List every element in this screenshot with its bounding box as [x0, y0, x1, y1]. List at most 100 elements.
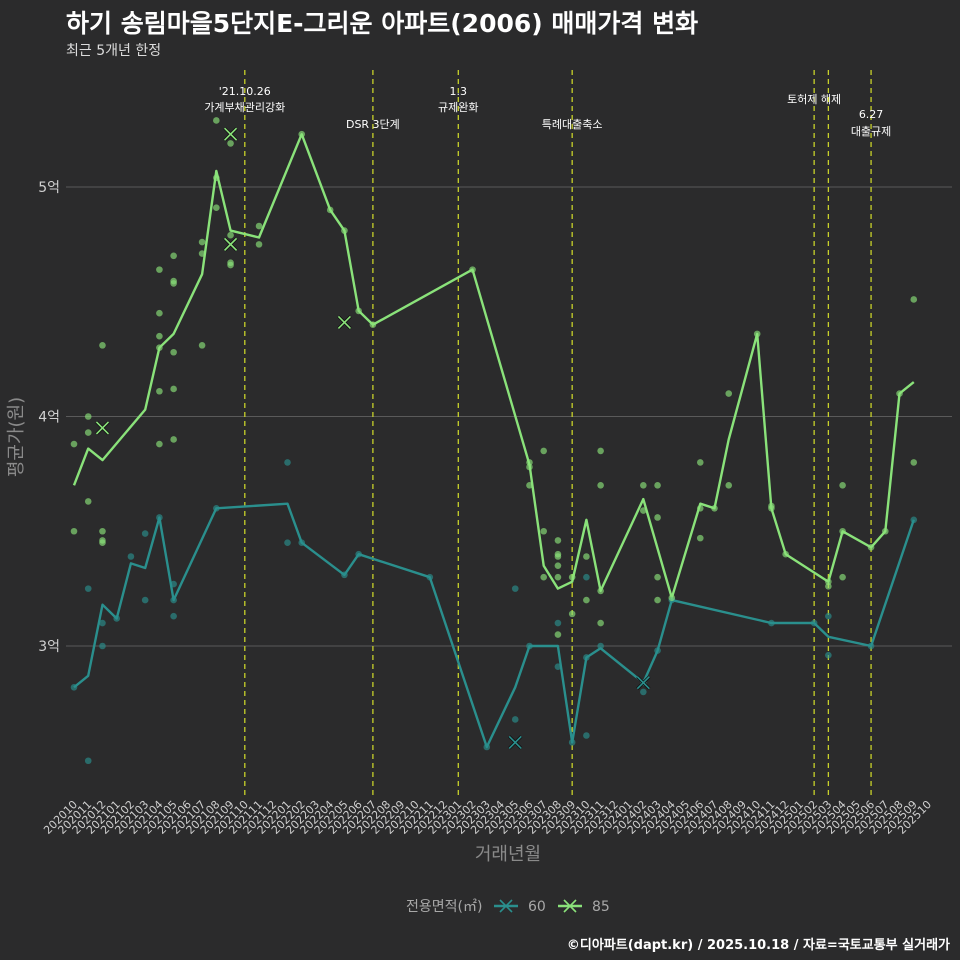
event-label: 특례대출축소 [542, 118, 603, 131]
data-point-85 [341, 227, 348, 234]
legend-label-60: 60 [528, 899, 546, 915]
data-point-85 [298, 130, 306, 138]
legend: 전용면적(㎡) 60 85 [406, 899, 610, 915]
data-point-60 [70, 684, 78, 691]
event-label: DSR 3단계 [346, 118, 400, 131]
data-point-60 [511, 585, 519, 592]
data-point-60 [583, 732, 590, 739]
data-point-85 [554, 553, 562, 560]
data-point-60 [213, 505, 220, 512]
data-point-85 [156, 332, 163, 340]
data-point-85 [255, 241, 263, 248]
data-point-85 [583, 596, 590, 604]
data-point-85 [469, 266, 476, 273]
cancel-marker-60 [508, 735, 522, 749]
data-point-60 [554, 663, 562, 670]
event-label: 토허제 해제 [787, 92, 841, 106]
data-point-85 [227, 140, 234, 147]
data-point-85 [668, 594, 676, 602]
legend-item-60: 60 [494, 899, 546, 915]
data-point-85 [198, 238, 206, 246]
data-point-85 [156, 344, 163, 351]
y-tick-label: 4억 [38, 410, 60, 426]
data-point-85 [84, 498, 92, 505]
data-point-60 [84, 757, 92, 765]
data-point-85 [369, 321, 377, 329]
data-point-85 [882, 527, 889, 535]
chart-title: 하기 송림마을5단지E-그리운 아파트(2006) 매매가격 변화 [66, 9, 699, 38]
data-point-60 [84, 585, 92, 592]
data-point-85 [70, 440, 78, 448]
data-point-85 [568, 573, 576, 581]
data-point-85 [640, 507, 647, 514]
data-point-85 [170, 436, 177, 443]
data-point-85 [825, 583, 832, 590]
data-point-85 [84, 429, 92, 436]
data-point-60 [284, 539, 291, 547]
data-point-85 [696, 534, 704, 542]
data-point-60 [99, 619, 106, 627]
x-axis-label: 거래년월 [475, 844, 541, 865]
data-point-60 [127, 553, 135, 560]
data-point-85 [782, 550, 789, 558]
data-point-85 [696, 505, 704, 512]
data-point-85 [640, 482, 647, 489]
chart-subtitle: 최근 5개년 한정 [66, 43, 162, 59]
event-label: 1.3 [450, 85, 468, 98]
data-point-85 [540, 447, 547, 455]
legend-title: 전용면적(㎡) [406, 899, 482, 915]
y-tick-label: 5억 [38, 180, 60, 196]
data-point-60 [170, 580, 177, 588]
data-point-85 [568, 610, 576, 618]
cancel-marker-85 [95, 421, 110, 435]
event-label: 규제완화 [438, 101, 478, 114]
data-point-85 [696, 459, 704, 466]
credit-text: ©디아파트(dapt.kr) / 2025.10.18 / 자료=국토교통부 실… [566, 938, 950, 953]
data-point-85 [170, 252, 177, 260]
data-point-85 [213, 117, 220, 124]
data-point-85 [867, 544, 875, 551]
data-point-85 [213, 174, 220, 182]
y-tick-label: 3억 [38, 639, 60, 655]
data-point-60 [597, 642, 604, 650]
data-point-85 [654, 514, 661, 521]
event-label: 가계부채관리강화 [204, 101, 285, 114]
data-point-60 [426, 573, 434, 581]
event-label: 6.27 [859, 108, 884, 121]
data-point-60 [554, 619, 562, 627]
data-point-85 [213, 204, 220, 211]
cancel-marker-85 [337, 315, 351, 329]
legend-cross-60 [499, 899, 513, 913]
data-point-60 [654, 647, 661, 654]
data-point-85 [910, 459, 918, 466]
data-point-85 [554, 573, 562, 581]
data-point-85 [526, 463, 533, 471]
data-point-85 [768, 505, 775, 512]
cancel-marker-60 [636, 676, 650, 690]
data-point-85 [753, 330, 761, 338]
data-point-85 [540, 527, 547, 535]
data-point-85 [84, 413, 92, 420]
data-point-60 [99, 642, 106, 650]
data-point-85 [99, 527, 106, 535]
data-point-60 [156, 514, 163, 521]
data-point-60 [768, 619, 775, 627]
event-label: 대출규제 [851, 125, 891, 138]
data-point-85 [99, 539, 106, 547]
data-point-60 [526, 642, 533, 650]
data-point-60 [170, 596, 177, 604]
data-point-85 [156, 440, 163, 448]
data-point-85 [554, 631, 562, 638]
data-point-60 [825, 651, 832, 659]
data-point-85 [170, 280, 177, 287]
data-point-85 [227, 231, 234, 239]
data-point-85 [70, 527, 78, 535]
series-line-85 [72, 133, 915, 599]
data-point-85 [597, 619, 604, 627]
data-point-85 [554, 537, 562, 544]
data-point-85 [156, 266, 163, 273]
data-point-85 [198, 250, 206, 257]
data-point-85 [910, 296, 918, 303]
data-point-85 [825, 578, 832, 586]
